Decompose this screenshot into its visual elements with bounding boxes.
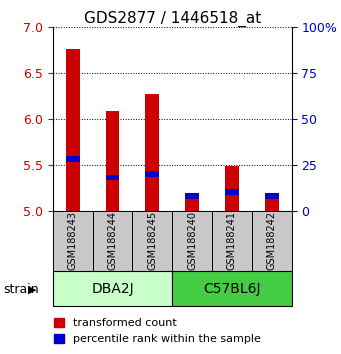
- Bar: [265, 193, 279, 199]
- FancyBboxPatch shape: [53, 271, 172, 306]
- FancyBboxPatch shape: [172, 211, 212, 271]
- Text: GSM188242: GSM188242: [267, 211, 277, 270]
- Text: GSM188240: GSM188240: [187, 211, 197, 270]
- Title: GDS2877 / 1446518_at: GDS2877 / 1446518_at: [84, 10, 261, 27]
- Text: strain: strain: [3, 283, 39, 296]
- FancyBboxPatch shape: [93, 211, 132, 271]
- Text: ▶: ▶: [28, 284, 37, 294]
- Bar: [66, 156, 80, 162]
- FancyBboxPatch shape: [252, 211, 292, 271]
- Bar: [265, 198, 279, 211]
- Text: GSM188245: GSM188245: [147, 211, 157, 270]
- Text: GSM188244: GSM188244: [107, 211, 118, 270]
- Bar: [145, 171, 159, 177]
- Legend: transformed count, percentile rank within the sample: transformed count, percentile rank withi…: [50, 313, 266, 348]
- FancyBboxPatch shape: [212, 211, 252, 271]
- Bar: [185, 193, 199, 199]
- Bar: [225, 166, 239, 211]
- Bar: [66, 48, 80, 211]
- Bar: [106, 175, 119, 180]
- Text: GSM188243: GSM188243: [68, 211, 78, 270]
- FancyBboxPatch shape: [53, 211, 93, 271]
- FancyBboxPatch shape: [132, 211, 172, 271]
- Text: DBA2J: DBA2J: [91, 281, 134, 296]
- FancyBboxPatch shape: [172, 271, 292, 306]
- Bar: [185, 198, 199, 211]
- Bar: [225, 189, 239, 195]
- Text: C57BL6J: C57BL6J: [203, 281, 261, 296]
- Bar: [106, 111, 119, 211]
- Bar: [145, 94, 159, 211]
- Text: GSM188241: GSM188241: [227, 211, 237, 270]
